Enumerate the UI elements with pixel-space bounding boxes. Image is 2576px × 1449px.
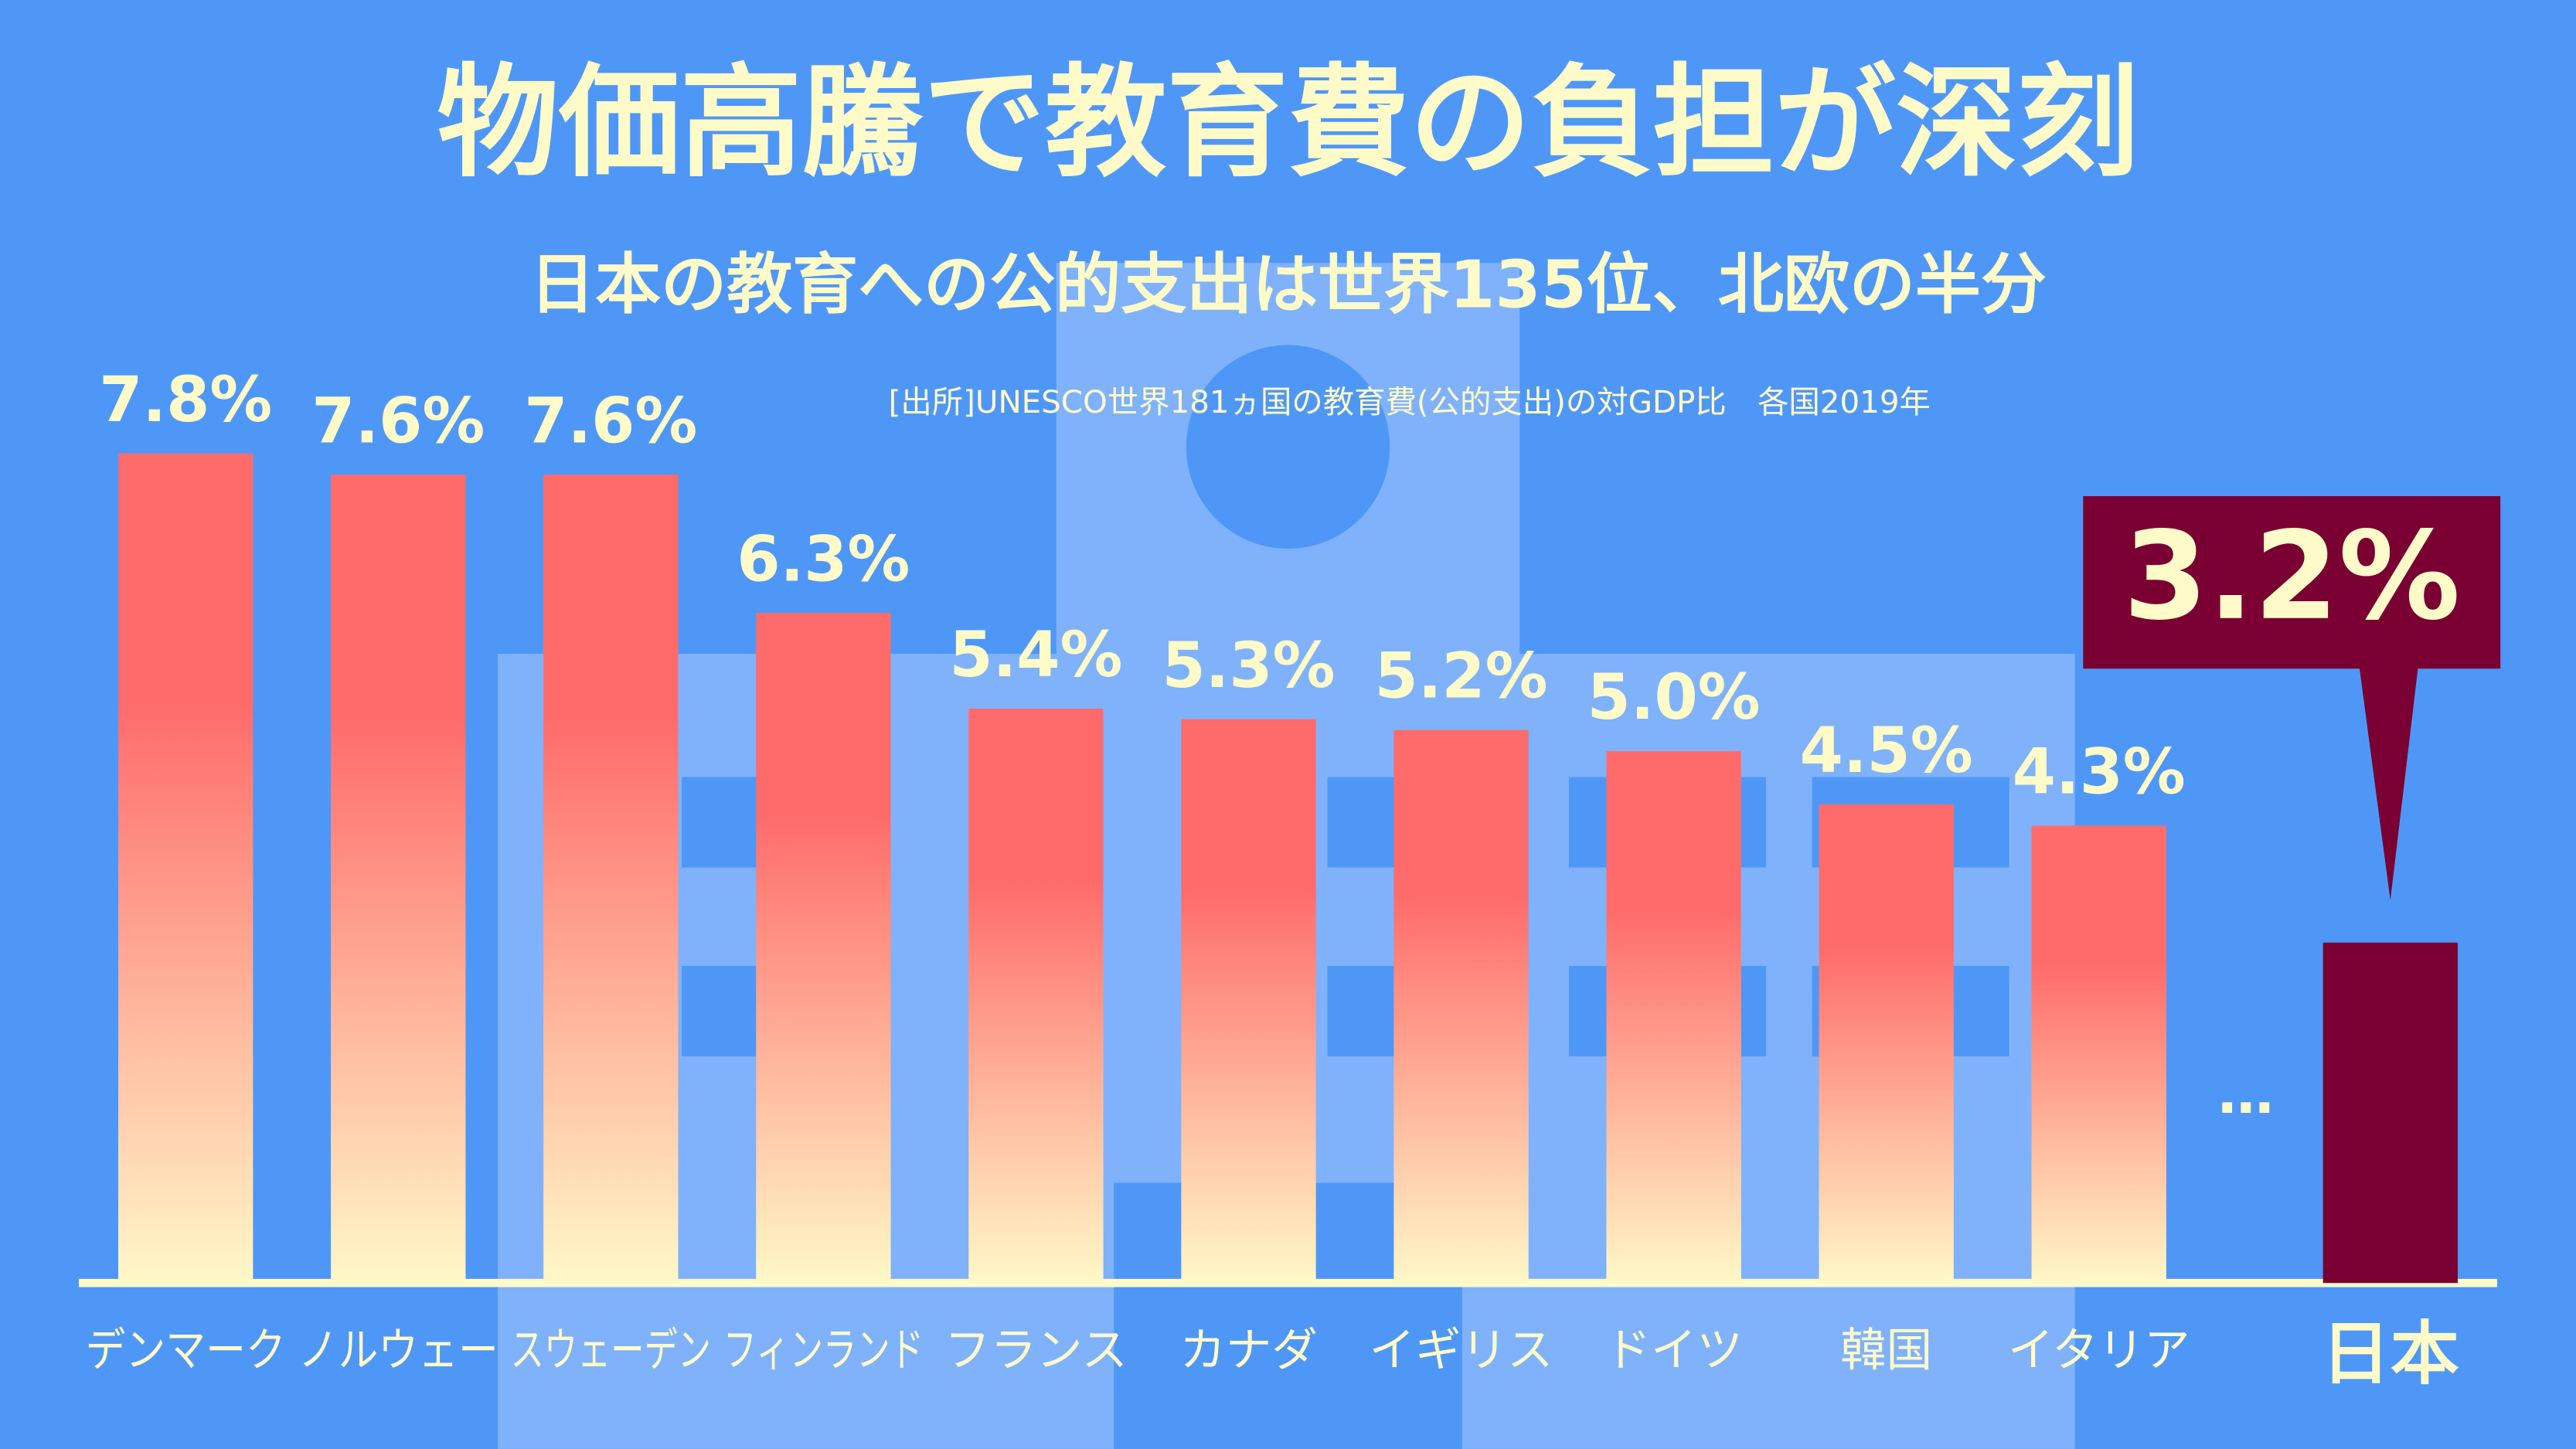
category-label: カナダ <box>1179 1325 1318 1378</box>
source-note: [出所]UNESCO世界181ヵ国の教育費(公的支出)の対GDP比 各国2019… <box>889 384 1931 420</box>
bar <box>118 453 254 1284</box>
category-label: イタリア <box>2008 1325 2190 1378</box>
category-label: フィンランド <box>723 1325 924 1378</box>
highlight-value-label: 3.2% <box>2123 506 2460 648</box>
value-label: 4.3% <box>2013 736 2186 809</box>
bar <box>756 613 891 1284</box>
bar <box>1393 730 1529 1284</box>
category-label: スウェーデン <box>511 1325 711 1378</box>
value-label: 5.0% <box>1587 662 1761 734</box>
bar <box>331 474 466 1284</box>
bar <box>1606 751 1741 1284</box>
callout <box>2083 496 2501 900</box>
value-label: 4.5% <box>1800 715 1973 787</box>
bar <box>1181 719 1316 1284</box>
value-label: 6.3% <box>737 523 910 596</box>
bar <box>2031 825 2166 1284</box>
category-label: デンマーク <box>86 1325 286 1378</box>
value-label: 7.8% <box>99 364 272 437</box>
value-label: 5.3% <box>1162 630 1335 702</box>
category-label: イギリス <box>1370 1325 1553 1378</box>
bar <box>543 474 679 1284</box>
chart-subtitle: 日本の教育への公的支出は世界135位、北欧の半分 <box>529 247 2047 324</box>
gap-ellipsis: … <box>2218 1062 2274 1127</box>
bar <box>2322 942 2458 1284</box>
category-label: ノルウェー <box>298 1325 499 1378</box>
value-label: 7.6% <box>311 385 485 457</box>
category-label: 韓国 <box>1840 1325 1932 1378</box>
background-clock <box>1186 345 1390 549</box>
bar <box>1819 804 1954 1284</box>
value-label: 5.4% <box>949 619 1122 692</box>
category-label: フランス <box>944 1325 1128 1378</box>
bar <box>968 708 1104 1284</box>
category-label: ドイツ <box>1604 1325 1742 1378</box>
value-label: 5.2% <box>1375 641 1548 713</box>
highlight-category-label: 日本 <box>2322 1314 2460 1394</box>
chart-title: 物価高騰で教育費の負担が深刻 <box>437 53 2139 194</box>
value-label: 7.6% <box>524 385 697 457</box>
